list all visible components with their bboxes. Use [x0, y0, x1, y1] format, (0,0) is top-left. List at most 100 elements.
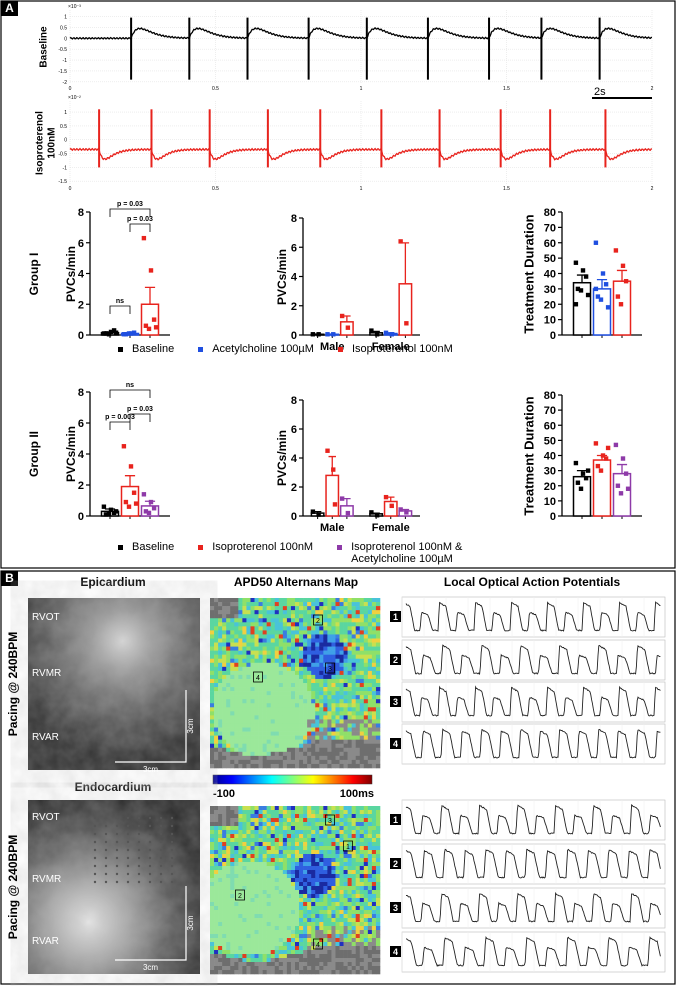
- map-pixel: [278, 838, 284, 843]
- map-pixel: [270, 838, 276, 843]
- map-pixel: [226, 638, 231, 643]
- data-point: [101, 504, 107, 509]
- map-pixel: [250, 678, 255, 684]
- map-pixel: [218, 810, 223, 815]
- map-pixel: [315, 678, 320, 684]
- map-pixel: [286, 886, 292, 891]
- map-pixel: [278, 826, 284, 831]
- map-pixel: [371, 711, 377, 716]
- map-pixel: [375, 882, 381, 887]
- map-pixel: [278, 954, 284, 959]
- map-pixel: [295, 630, 300, 635]
- map-pixel: [226, 826, 231, 831]
- map-pixel: [242, 886, 247, 891]
- map-pixel: [295, 958, 300, 963]
- map-pixel: [331, 826, 336, 831]
- map-pixel: [266, 711, 272, 716]
- map-pixel: [234, 834, 239, 839]
- map-pixel: [299, 618, 304, 623]
- column-title: APD50 Alternans Map: [234, 575, 358, 589]
- map-pixel: [371, 862, 377, 867]
- map-pixel: [246, 854, 251, 859]
- map-pixel: [343, 751, 348, 757]
- map-pixel: [299, 715, 304, 720]
- map-pixel: [210, 842, 215, 847]
- map-pixel: [327, 699, 332, 704]
- map-pixel: [234, 638, 239, 643]
- map-pixel: [290, 743, 296, 749]
- map-pixel: [339, 719, 344, 724]
- map-pixel: [218, 870, 223, 875]
- map-pixel: [254, 854, 259, 859]
- map-pixel: [327, 854, 332, 859]
- map-pixel: [351, 846, 357, 851]
- map-pixel: [299, 747, 304, 753]
- map-pixel: [339, 906, 344, 911]
- map-pixel: [254, 662, 259, 668]
- map-pixel: [222, 759, 227, 765]
- map-pixel: [299, 962, 304, 967]
- map-pixel: [335, 614, 340, 619]
- map-pixel: [371, 842, 377, 847]
- map-pixel: [351, 922, 357, 927]
- map-pixel: [214, 658, 219, 664]
- map-pixel: [327, 862, 332, 867]
- map-pixel: [242, 715, 247, 720]
- map-pixel: [359, 862, 365, 867]
- map-pixel: [226, 707, 231, 712]
- map-pixel: [351, 727, 357, 732]
- map-pixel: [290, 670, 296, 676]
- map-pixel: [258, 666, 263, 672]
- map-pixel: [331, 699, 336, 704]
- map-pixel: [319, 695, 324, 700]
- y-tick-label: -0.5: [58, 152, 67, 158]
- map-pixel: [222, 662, 227, 668]
- map-pixel: [347, 846, 352, 851]
- map-pixel: [226, 970, 231, 975]
- map-pixel: [242, 814, 247, 819]
- map-pixel: [230, 610, 235, 615]
- map-pixel: [246, 743, 251, 749]
- map-pixel: [270, 634, 276, 639]
- data-point: [331, 467, 336, 472]
- map-pixel: [295, 822, 300, 827]
- map-pixel: [335, 910, 340, 915]
- map-pixel: [295, 695, 300, 700]
- map-pixel: [246, 642, 251, 647]
- map-pixel: [222, 842, 227, 847]
- map-pixel: [250, 950, 255, 955]
- map-pixel: [319, 946, 324, 951]
- map-pixel: [230, 898, 235, 903]
- map-pixel: [307, 707, 312, 712]
- map-pixel: [270, 902, 276, 907]
- map-pixel: [351, 654, 357, 660]
- map-pixel: [319, 723, 324, 728]
- map-pixel: [363, 954, 369, 959]
- map-pixel: [311, 934, 316, 939]
- map-pixel: [363, 731, 369, 736]
- map-pixel: [299, 822, 304, 827]
- map-pixel: [262, 711, 267, 716]
- map-pixel: [274, 670, 280, 676]
- map-pixel: [371, 830, 377, 835]
- map-pixel: [286, 763, 292, 769]
- map-pixel: [311, 886, 316, 891]
- electrode: [137, 848, 141, 852]
- map-pixel: [355, 874, 361, 879]
- map-pixel: [254, 818, 259, 823]
- map-pixel: [246, 735, 251, 740]
- map-pixel: [270, 622, 276, 627]
- map-pixel: [218, 818, 223, 823]
- map-pixel: [363, 602, 369, 607]
- map-pixel: [262, 870, 267, 875]
- map-pixel: [286, 727, 292, 732]
- map-pixel: [371, 858, 377, 863]
- map-pixel: [307, 731, 312, 736]
- map-pixel: [355, 818, 361, 823]
- map-pixel: [278, 670, 284, 676]
- map-pixel: [295, 826, 300, 831]
- map-pixel: [258, 699, 263, 704]
- map-pixel: [315, 723, 320, 728]
- map-pixel: [274, 822, 280, 827]
- map-pixel: [371, 626, 377, 631]
